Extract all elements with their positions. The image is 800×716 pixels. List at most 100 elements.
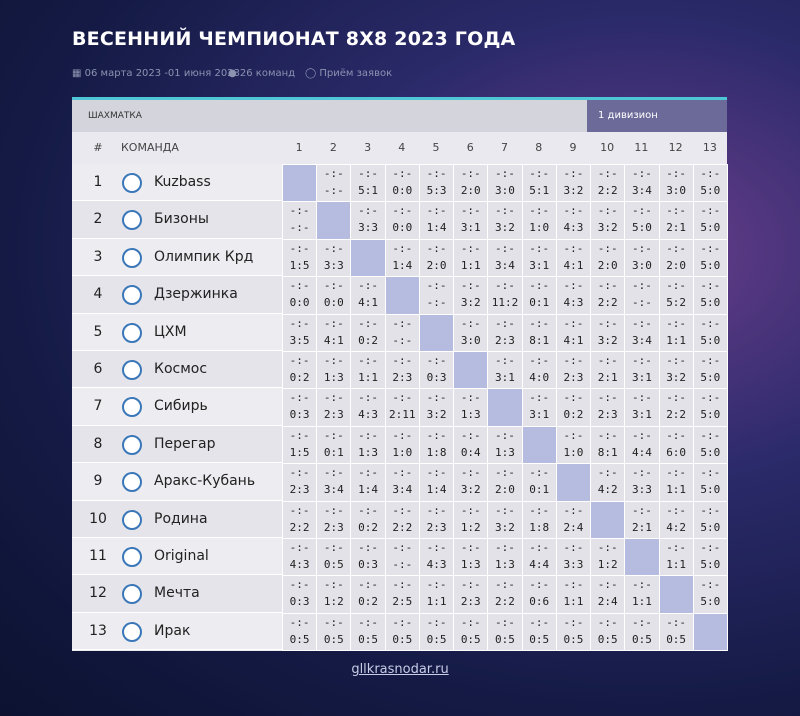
score-cell: -:- 3:3 bbox=[555, 538, 592, 577]
second-leg-score: 2:1 bbox=[597, 371, 618, 384]
first-leg-score: -:- bbox=[529, 541, 550, 554]
first-leg-score: -:- bbox=[323, 316, 344, 330]
second-leg-score: 2:3 bbox=[323, 520, 344, 534]
score-cell: -:- -:- bbox=[384, 313, 420, 352]
score-cell: -:- 11:2 bbox=[487, 276, 523, 315]
second-leg-score: 2:2 bbox=[597, 184, 618, 197]
score-cell: -:- 4:3 bbox=[282, 538, 318, 577]
status-text[interactable]: Приём заявок bbox=[319, 68, 393, 79]
division[interactable]: 1 дивизион bbox=[587, 100, 727, 132]
first-leg-score: -:- bbox=[460, 466, 481, 480]
second-leg-score: 2:1 bbox=[631, 520, 652, 534]
first-leg-score: -:- bbox=[666, 204, 687, 218]
second-leg-score: 3:5 bbox=[289, 333, 310, 347]
second-leg-score: 2:1 bbox=[666, 221, 687, 235]
first-leg-score: -:- bbox=[426, 503, 447, 517]
first-leg-score: -:- bbox=[358, 428, 378, 442]
row-number: 10 bbox=[89, 510, 107, 527]
first-leg-score: -:- bbox=[323, 428, 344, 442]
score-cell: -:- 2:4 bbox=[555, 500, 592, 539]
second-leg-score: 0:6 bbox=[529, 595, 550, 609]
score-cell: -:- 1:1 bbox=[350, 351, 386, 390]
first-leg-score: -:- bbox=[563, 354, 584, 367]
team-logo bbox=[122, 173, 142, 193]
team-logo bbox=[122, 210, 142, 231]
score-cell: -:- 0:5 bbox=[282, 612, 318, 652]
second-leg-score: 2:11 bbox=[389, 408, 416, 422]
second-leg-score: 3:2 bbox=[460, 296, 481, 310]
first-leg-score: -:- bbox=[426, 167, 447, 180]
second-leg-score: 2:3 bbox=[597, 408, 618, 422]
score-cell: -:- 3:3 bbox=[350, 201, 386, 240]
second-leg-score: 11:2 bbox=[491, 296, 519, 310]
score-cell: -:- 2:2 bbox=[487, 575, 523, 614]
second-leg-score: 0:0 bbox=[392, 184, 413, 197]
status[interactable]: ◯ Приём заявок bbox=[305, 68, 393, 79]
first-leg-score: -:- bbox=[529, 578, 550, 592]
second-leg-score: 3:2 bbox=[495, 520, 515, 534]
second-leg-score: 4:1 bbox=[563, 258, 584, 272]
score-cell: -:- 3:3 bbox=[624, 463, 660, 502]
team-logo bbox=[122, 247, 142, 268]
footer-link[interactable]: gllkrasnodar.ru bbox=[351, 662, 449, 677]
score-cell: -:- 5:0 bbox=[692, 201, 728, 240]
first-leg-score: -:- bbox=[495, 503, 515, 517]
first-leg-score: -:- bbox=[666, 316, 687, 330]
first-leg-score: -:- bbox=[289, 466, 310, 480]
second-leg-score: 0:5 bbox=[358, 632, 378, 646]
second-leg-score: 0:2 bbox=[563, 408, 584, 422]
second-leg-score: 0:2 bbox=[289, 371, 310, 384]
first-leg-score: -:- bbox=[631, 279, 652, 293]
first-leg-score: -:- bbox=[495, 615, 515, 629]
second-leg-score: 1:0 bbox=[392, 445, 413, 459]
second-leg-score: 4:4 bbox=[631, 445, 652, 459]
second-leg-score: 3:3 bbox=[563, 558, 584, 571]
score-cell: -:- 0:1 bbox=[521, 276, 557, 315]
first-leg-score: -:- bbox=[563, 241, 584, 255]
second-leg-score: 1:3 bbox=[323, 371, 344, 384]
table-bar: ШАХМАТКА 1 дивизион bbox=[72, 100, 727, 132]
score-cell: -:- 1:0 bbox=[555, 425, 592, 465]
first-leg-score: -:- bbox=[495, 167, 515, 180]
second-leg-score: 3:2 bbox=[597, 221, 618, 235]
first-leg-score: -:- bbox=[460, 578, 481, 592]
second-leg-score: 5:0 bbox=[700, 483, 721, 497]
second-leg-score: 1:3 bbox=[495, 558, 515, 571]
second-leg-score: 0:5 bbox=[563, 632, 584, 646]
first-leg-score: -:- bbox=[358, 503, 378, 517]
score-cell: -:- 2:3 bbox=[487, 313, 523, 352]
score-cell: -:- 0:5 bbox=[658, 612, 694, 652]
score-cell: -:- 1:3 bbox=[487, 538, 523, 577]
team-name: Перегар bbox=[154, 435, 216, 452]
score-cell: -:- 2:3 bbox=[555, 351, 592, 390]
second-leg-score: 5:0 bbox=[700, 371, 721, 384]
team-name: Ирак bbox=[154, 622, 191, 639]
second-leg-score: 5:1 bbox=[358, 184, 378, 197]
first-leg-score: -:- bbox=[631, 354, 652, 367]
first-leg-score: -:- bbox=[597, 316, 618, 330]
score-cell: -:- 0:5 bbox=[418, 612, 455, 652]
score-cell: -:- 3:2 bbox=[658, 351, 694, 390]
score-cell: -:- 0:5 bbox=[316, 612, 352, 652]
second-leg-score: 3:1 bbox=[460, 221, 481, 235]
second-leg-score: 1:4 bbox=[392, 258, 413, 272]
second-leg-score: 4:2 bbox=[597, 483, 618, 497]
score-cell: -:- 4:4 bbox=[521, 538, 557, 577]
team-logo bbox=[122, 621, 142, 642]
score-cell: -:- 3:2 bbox=[453, 463, 489, 502]
first-leg-score: -:- bbox=[666, 167, 687, 180]
first-leg-score: -:- bbox=[563, 503, 584, 517]
title: ВЕСЕННИЙ ЧЕМПИОНАТ 8Х8 2023 ГОДА bbox=[72, 28, 516, 50]
score-cell: -:- 2:0 bbox=[658, 238, 694, 278]
first-leg-score: -:- bbox=[323, 615, 344, 629]
column-header: 9 bbox=[569, 141, 577, 154]
first-leg-score: -:- bbox=[426, 578, 447, 592]
first-leg-score: -:- bbox=[529, 279, 550, 293]
second-leg-score: -:- bbox=[631, 296, 652, 310]
score-cell: -:- 2:11 bbox=[384, 388, 420, 427]
score-cell: -:- -:- bbox=[282, 201, 318, 240]
first-leg-score: -:- bbox=[392, 167, 413, 180]
score-cell: -:- 5:0 bbox=[692, 463, 728, 502]
second-leg-score: 3:2 bbox=[460, 483, 481, 497]
second-leg-score: 0:5 bbox=[323, 632, 344, 646]
